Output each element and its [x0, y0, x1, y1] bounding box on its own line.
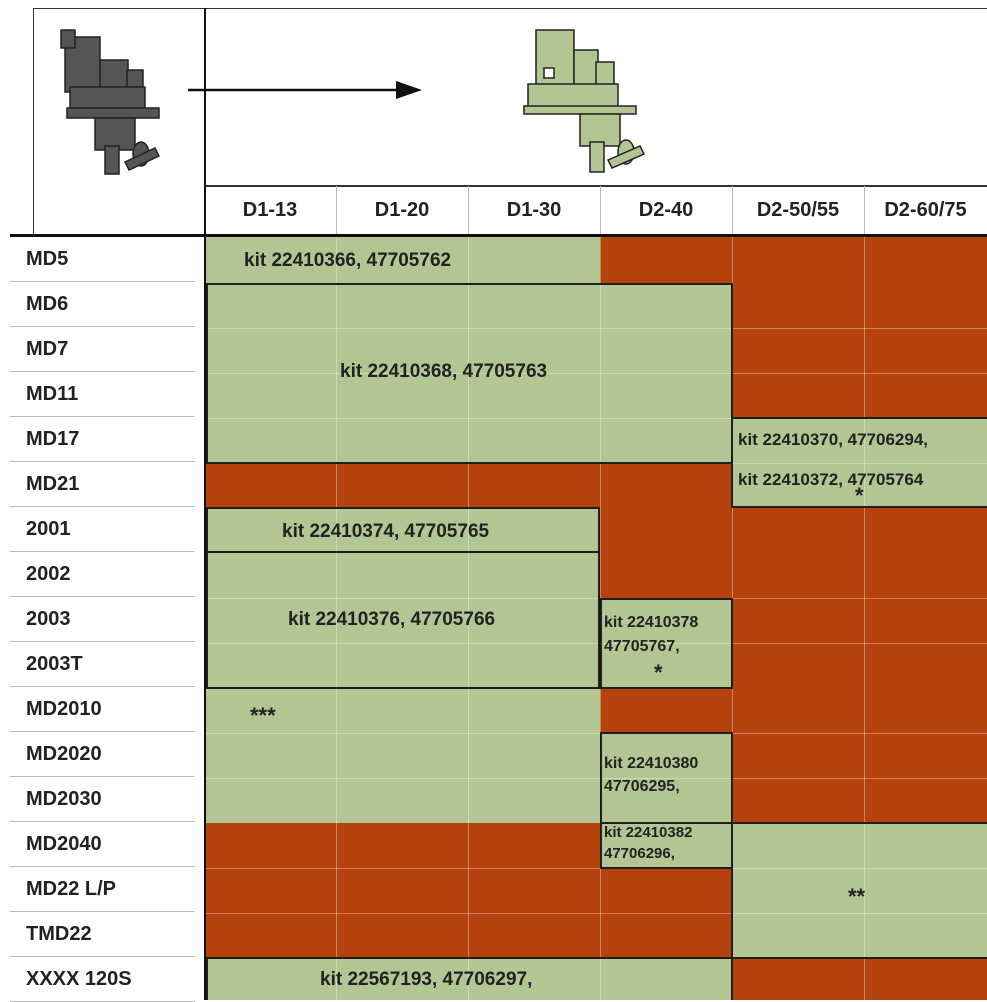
- kit-label-2003-line1: kit 22410378: [604, 614, 699, 631]
- row-label-md2010: MD2010: [10, 688, 195, 732]
- kit-label-md2040-line2: 47706296,: [604, 845, 675, 862]
- block-md17-md21-right: [731, 417, 987, 508]
- header-divider: [204, 186, 987, 187]
- column-header-d1-20: D1-20: [374, 198, 430, 221]
- cell-md2040-tmd22-d2-50: [732, 823, 987, 958]
- row-label-md6: MD6: [10, 283, 195, 327]
- kit-label-md21-star: *: [855, 483, 864, 508]
- kit-label-md5: kit 22410366, 47705762: [244, 250, 452, 271]
- kit-label-md2010: ***: [250, 703, 276, 728]
- row-label-md2040: MD2040: [10, 823, 195, 867]
- kit-label-2003-star: *: [654, 660, 663, 685]
- column-header-d2-60-75: D2-60/75: [884, 198, 967, 221]
- row-label-md5: MD5: [10, 238, 195, 282]
- column-header-d1-30: D1-30: [506, 198, 562, 221]
- row-label-2001: 2001: [10, 508, 195, 552]
- cell-md2040-d2-40: [600, 823, 732, 868]
- row-label-md2020: MD2020: [10, 733, 195, 777]
- block-md2040-tmd22-right: [731, 822, 987, 959]
- kit-label-md2040-line1: kit 22410382: [604, 824, 693, 841]
- block-md6-md17: [206, 283, 733, 464]
- row-label-md21: MD21: [10, 463, 195, 507]
- kit-label-md21-right: kit 22410372, 47705764: [738, 470, 924, 489]
- block-2003-d2-40: [600, 598, 733, 689]
- arrow-right-icon: [188, 81, 422, 99]
- row-label-2002: 2002: [10, 553, 195, 597]
- column-header-d2-50-55: D2-50/55: [756, 198, 840, 221]
- column-header-d2-40: D2-40: [638, 198, 694, 221]
- row-label-md22-lp: MD22 L/P: [10, 868, 195, 912]
- new-engine-icon: [523, 29, 646, 173]
- row-label-md11: MD11: [10, 373, 195, 417]
- kit-label-2001: kit 22410374, 47705765: [282, 521, 490, 542]
- row-label-divider: [204, 8, 206, 1000]
- cell-md2020-md2030-d2-40: [600, 733, 732, 823]
- kit-label-2002-2003t: kit 22410376, 47705766: [288, 609, 496, 630]
- row-label-md17: MD17: [10, 418, 195, 462]
- kit-label-xxxx: kit 22567193, 47706297,: [320, 969, 533, 990]
- column-header-d1-13: D1-13: [242, 198, 298, 221]
- cell-md6-md17-d1-d2-40: [206, 283, 732, 463]
- block-xxxx: [206, 957, 733, 1000]
- block-2002-2003t: [206, 551, 600, 689]
- cell-2002-2003t-d1: [206, 553, 600, 688]
- row-label-md7: MD7: [10, 328, 195, 372]
- cell-2001-d1: [206, 508, 600, 553]
- cell-md5-d1: [206, 237, 600, 283]
- kit-label-md2020-line2: 47706295,: [604, 778, 680, 795]
- cell-xxxx-d1: [206, 958, 732, 1000]
- old-engine-icon: [60, 29, 161, 175]
- kit-label-2003-line2: 47705767,: [604, 638, 680, 655]
- header-bottom-rule: [10, 234, 987, 237]
- row-label-xxxx-120s: XXXX 120S: [10, 958, 195, 1002]
- row-label-tmd22: TMD22: [10, 913, 195, 957]
- cell-md2010-md2030-d1: [206, 688, 600, 823]
- kit-label-md17-right: kit 22410370, 47706294,: [738, 430, 929, 449]
- row-label-md2030: MD2030: [10, 778, 195, 822]
- kit-label-md2020-line1: kit 22410380: [604, 755, 699, 772]
- row-label-2003t: 2003T: [10, 643, 195, 687]
- kit-label-md6-md17: kit 22410368, 47705763: [340, 361, 548, 382]
- row-label-2003: 2003: [10, 598, 195, 642]
- cell-md17-md21-d2-50: [732, 418, 987, 508]
- kit-label-md22-stars: **: [848, 884, 866, 909]
- cell-2003-2003t-d2-40: [600, 598, 732, 688]
